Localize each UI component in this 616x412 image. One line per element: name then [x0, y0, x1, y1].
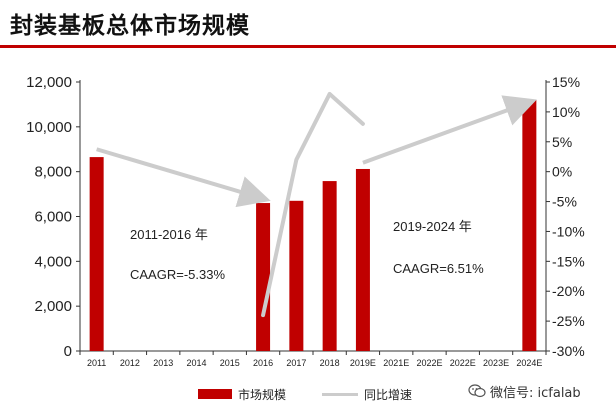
- x-tick-label: 2013: [153, 358, 173, 368]
- watermark-text: 微信号: icfalab: [490, 385, 581, 401]
- y-left-tick-label: 12,000: [26, 74, 72, 91]
- legend-line-label: 同比增速: [364, 387, 413, 402]
- bar-2017: [289, 200, 304, 351]
- x-tick-label: 2017: [286, 358, 306, 368]
- chart-legend: 市场规模 同比增速: [198, 384, 412, 404]
- y-left-tick-label: 6,000: [34, 209, 72, 226]
- y-right-tick-label: -30%: [552, 343, 585, 359]
- trend-arrow-1: [96, 147, 271, 208]
- y-left-tick-label: 0: [64, 343, 72, 360]
- page-title: 封装基板总体市场规模: [10, 12, 250, 39]
- trend-arrow-2: [362, 95, 537, 165]
- bar-2011: [89, 157, 104, 351]
- x-tick-label: 2015: [220, 358, 240, 368]
- y-right-tick-label: -15%: [552, 253, 585, 269]
- x-tick-label: 2014: [186, 358, 206, 368]
- y-right-tick-label: -20%: [552, 283, 585, 299]
- y-left-tick-label: 10,000: [26, 119, 72, 136]
- x-tick-label: 2021E: [383, 358, 409, 368]
- bar-2016: [256, 203, 271, 351]
- legend-bar-label: 市场规模: [238, 387, 287, 402]
- growth-rate-line: [261, 91, 365, 318]
- annotation-period-1: 2011-2016 年: [130, 227, 208, 242]
- x-tick-label: 2011: [87, 358, 106, 368]
- annotation-cagr-2: CAAGR=6.51%: [393, 261, 484, 276]
- bar-2018: [322, 181, 337, 351]
- x-tick-label: 2024E: [516, 358, 542, 368]
- x-tick-label: 2023E: [483, 358, 509, 368]
- bar-2024e: [522, 99, 537, 351]
- x-tick-label: 2022E: [450, 358, 476, 368]
- bar-2019e: [355, 168, 370, 351]
- wechat-watermark: 微信号: icfalab: [466, 380, 583, 402]
- legend-bar-swatch: [198, 389, 232, 399]
- annotation-cagr-1: CAAGR=-5.33%: [130, 267, 225, 282]
- y-right-tick-label: 0%: [552, 164, 572, 180]
- annotation-period-2: 2019-2024 年: [393, 219, 472, 234]
- y-right-tick-label: 5%: [552, 134, 572, 150]
- y-left-tick-label: 4,000: [34, 253, 72, 270]
- y-left-tick-label: 2,000: [34, 298, 72, 315]
- y-right-tick-label: 10%: [552, 104, 580, 120]
- x-tick-label: 2012: [120, 358, 140, 368]
- title-divider: [0, 45, 616, 48]
- x-tick-label: 2016: [253, 358, 273, 368]
- y-right-tick-label: -25%: [552, 313, 585, 329]
- y-right-tick-label: -10%: [552, 223, 585, 239]
- y-left-tick-label: 8,000: [34, 164, 72, 181]
- x-tick-label: 2022E: [416, 358, 442, 368]
- x-tick-label: 2018: [320, 358, 340, 368]
- wechat-icon: [468, 384, 486, 398]
- y-right-tick-label: 15%: [552, 74, 580, 90]
- y-right-tick-label: -5%: [552, 194, 577, 210]
- x-tick-label: 2019E: [350, 358, 376, 368]
- legend-line-swatch: [322, 392, 359, 396]
